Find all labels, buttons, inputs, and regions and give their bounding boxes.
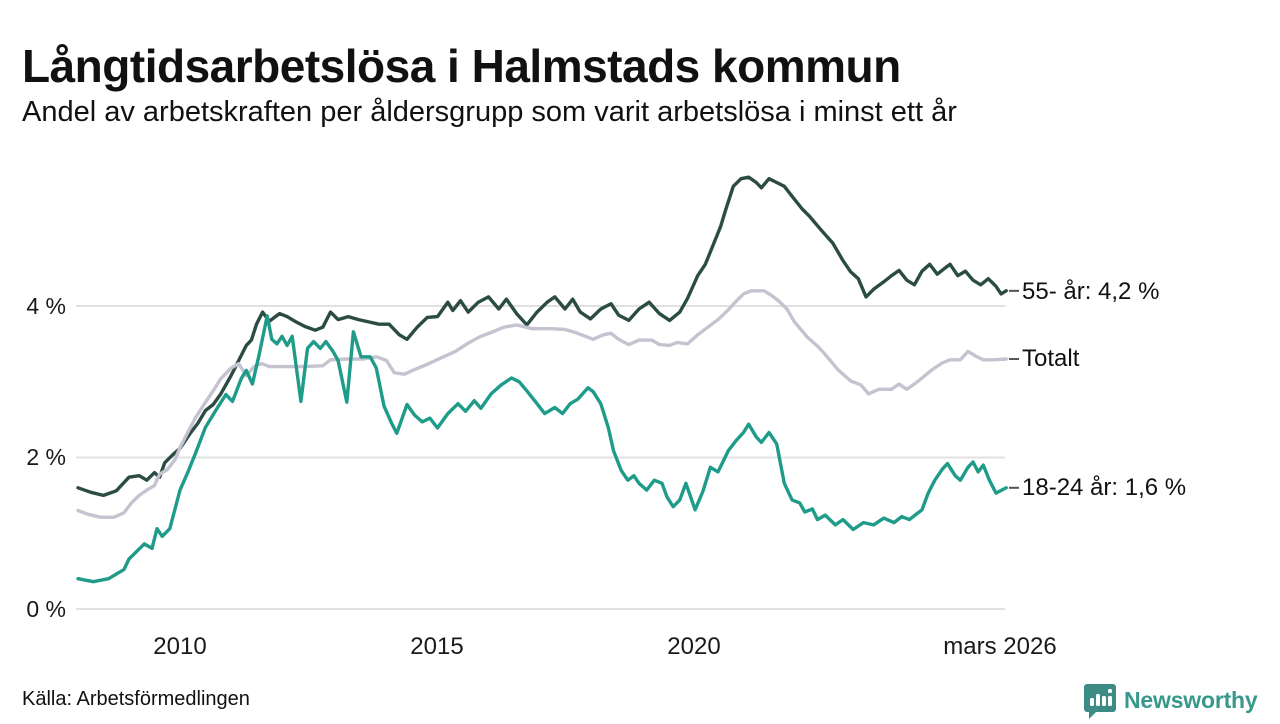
x-axis-tick-end: mars 2026 [943, 633, 1057, 660]
y-axis-tick-2: 2 % [26, 444, 66, 470]
line-series [76, 289, 1008, 519]
series-label-total: Totalt [1022, 345, 1080, 372]
line-series [76, 314, 1008, 584]
y-axis-tick-4: 4 % [26, 293, 66, 319]
series-label-18-24: 18-24 år: 1,6 % [1022, 474, 1187, 501]
newsworthy-bar-chart-icon [1084, 683, 1116, 724]
newsworthy-logo-text: Newsworthy [1124, 687, 1258, 713]
x-axis-tick-2020: 2020 [667, 633, 721, 660]
x-axis-tick-2015: 2015 [410, 633, 464, 660]
series-label-55: 55- år: 4,2 % [1022, 278, 1160, 305]
x-axis-tick-2010: 2010 [153, 633, 207, 660]
line-series [76, 175, 1008, 498]
y-axis-tick-0: 0 % [26, 596, 66, 622]
page-title: Långtidsarbetslösa i Halmstads kommun [22, 39, 901, 92]
chart-subtitle: Andel av arbetskraften per åldersgrupp s… [22, 96, 957, 128]
source-note: Källa: Arbetsförmedlingen [22, 688, 250, 710]
newsworthy-logo[interactable]: Newsworthy [1084, 683, 1258, 724]
